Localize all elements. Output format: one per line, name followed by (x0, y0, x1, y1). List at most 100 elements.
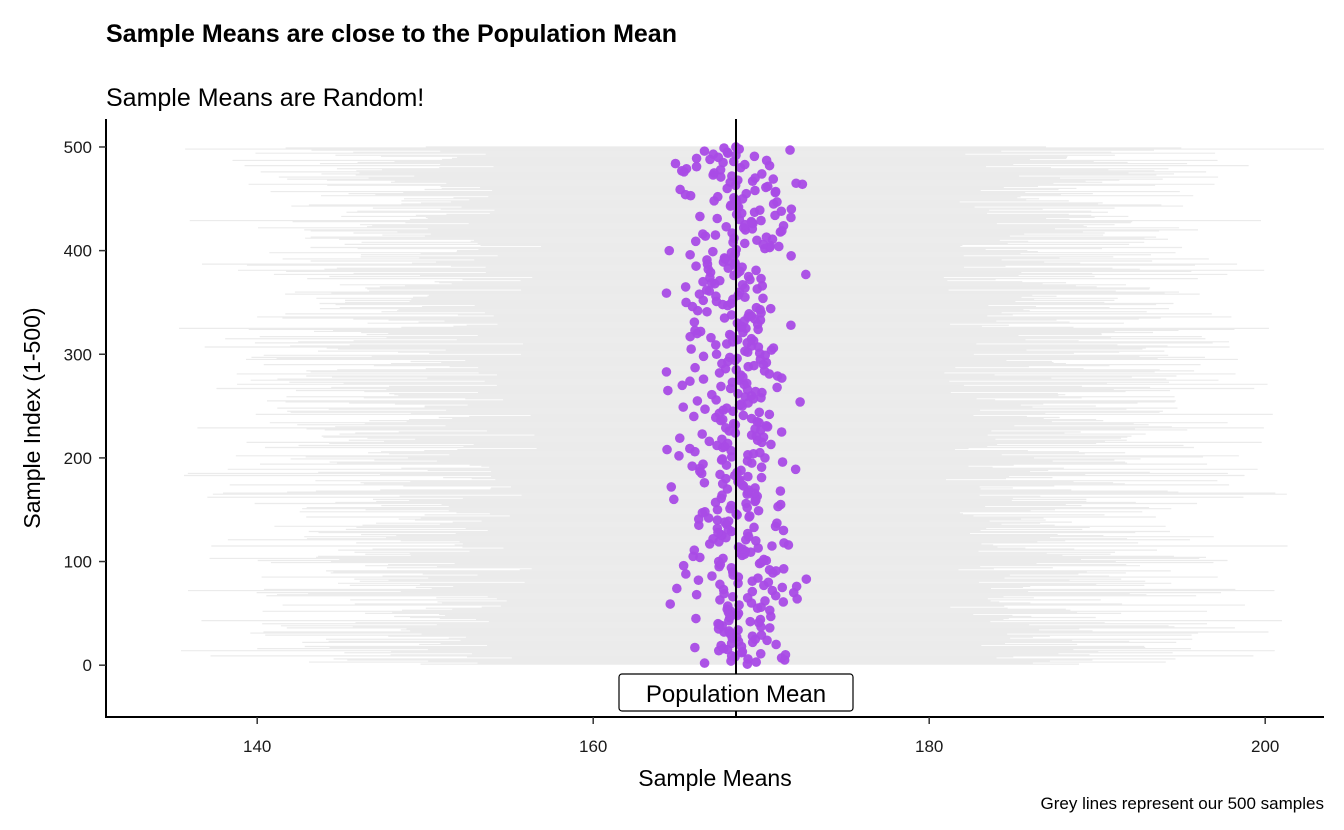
sample-mean-point (678, 560, 689, 571)
sample-mean-point (692, 396, 703, 406)
sample-mean-point (739, 238, 750, 249)
sample-mean-point (761, 420, 772, 431)
sample-mean-point (715, 469, 725, 480)
sample-range-lines (179, 146, 1324, 665)
sample-mean-point (759, 554, 769, 565)
sample-mean-point (764, 623, 775, 633)
sample-mean-point (716, 640, 726, 651)
sample-mean-point (786, 204, 797, 214)
sample-mean-point (677, 380, 688, 391)
sample-mean-point (750, 386, 761, 397)
sample-mean-point (791, 178, 801, 189)
sample-mean-point (785, 145, 795, 155)
sample-mean-point (749, 151, 760, 162)
sample-mean-point (749, 360, 759, 371)
sample-mean-point (757, 281, 768, 291)
sample-mean-point (746, 413, 757, 424)
sample-mean-point (755, 648, 766, 659)
sample-mean-point (795, 397, 805, 407)
sample-mean-point (698, 374, 709, 384)
sample-mean-point (666, 482, 677, 492)
sample-mean-point (713, 618, 723, 629)
sample-mean-point (681, 569, 691, 579)
sample-mean-point (743, 271, 754, 282)
x-tick-label: 160 (579, 737, 607, 756)
sample-mean-point (768, 174, 779, 184)
sample-mean-point (726, 562, 737, 573)
sample-mean-point (747, 586, 758, 597)
population-mean-label-text: Population Mean (646, 681, 826, 708)
sample-mean-point (689, 411, 699, 422)
sample-mean-point (715, 579, 725, 590)
sample-mean-point (702, 255, 712, 265)
x-tick-label: 140 (243, 737, 271, 756)
sample-mean-point (675, 184, 685, 195)
sample-mean-point (691, 589, 702, 600)
sample-mean-point (710, 340, 721, 350)
sample-mean-point (756, 630, 767, 640)
sample-mean-point (745, 616, 756, 627)
sample-mean-point (760, 596, 770, 606)
sample-mean-point (717, 490, 727, 501)
sample-mean-point (716, 381, 726, 392)
sample-mean-point (704, 436, 715, 447)
sample-mean-point (694, 289, 705, 299)
sample-mean-point (700, 506, 710, 517)
sample-mean-point (751, 657, 762, 667)
sample-mean-point (681, 297, 691, 308)
sample-mean-point (762, 181, 773, 192)
sample-mean-point (778, 597, 789, 607)
y-tick-label: 400 (64, 242, 92, 261)
sample-mean-point (764, 565, 775, 575)
sample-mean-point (723, 516, 734, 526)
sample-mean-point (726, 310, 737, 320)
sample-mean-point (732, 353, 742, 364)
y-axis-title: Sample Index (1-500) (19, 307, 45, 528)
y-tick-label: 100 (64, 553, 92, 572)
sample-mean-point (674, 451, 684, 461)
sample-mean-point (779, 538, 789, 548)
sample-mean-point (767, 541, 777, 551)
sample-mean-point (756, 215, 766, 226)
sample-mean-point (729, 192, 739, 203)
sample-mean-point (711, 291, 721, 302)
sample-mean-point (693, 575, 704, 585)
sample-mean-point (776, 427, 787, 437)
sample-mean-point (710, 230, 721, 240)
sample-mean-point (707, 571, 717, 581)
sample-mean-point (741, 188, 752, 199)
sample-mean-point (751, 265, 761, 276)
sample-mean-point (698, 229, 708, 239)
sample-mean-point (707, 389, 717, 400)
sample-mean-point (743, 471, 753, 482)
sample-mean-point (764, 409, 775, 420)
sample-mean-point (670, 158, 681, 169)
sample-mean-point (776, 206, 787, 217)
sample-mean-point (712, 213, 722, 224)
sample-mean-point (753, 505, 764, 516)
sample-mean-point (691, 261, 701, 271)
sample-mean-point (695, 211, 705, 222)
x-axis-ticks: 140 160 180 200 (243, 717, 1279, 756)
sample-mean-point (690, 325, 700, 336)
sample-mean-point (758, 432, 769, 442)
sample-mean-point (669, 494, 679, 505)
sample-mean-point (750, 483, 760, 493)
sample-mean-point (720, 423, 731, 433)
y-tick-label: 0 (83, 656, 92, 675)
sample-mean-point (724, 329, 735, 340)
sample-mean-point (763, 577, 774, 588)
sample-mean-point (715, 164, 726, 175)
sample-mean-point (780, 650, 791, 660)
sample-mean-point (706, 332, 716, 343)
sample-mean-point (697, 429, 707, 439)
sample-mean-point (777, 582, 788, 593)
sample-mean-point (764, 605, 775, 616)
sample-mean-point (721, 221, 732, 232)
sample-mean-point (685, 443, 695, 454)
sample-mean-point (747, 631, 758, 641)
sample-mean-point (750, 185, 760, 196)
sample-mean-point (743, 654, 753, 664)
sample-mean-point (717, 454, 728, 464)
sample-mean-point (714, 275, 725, 286)
